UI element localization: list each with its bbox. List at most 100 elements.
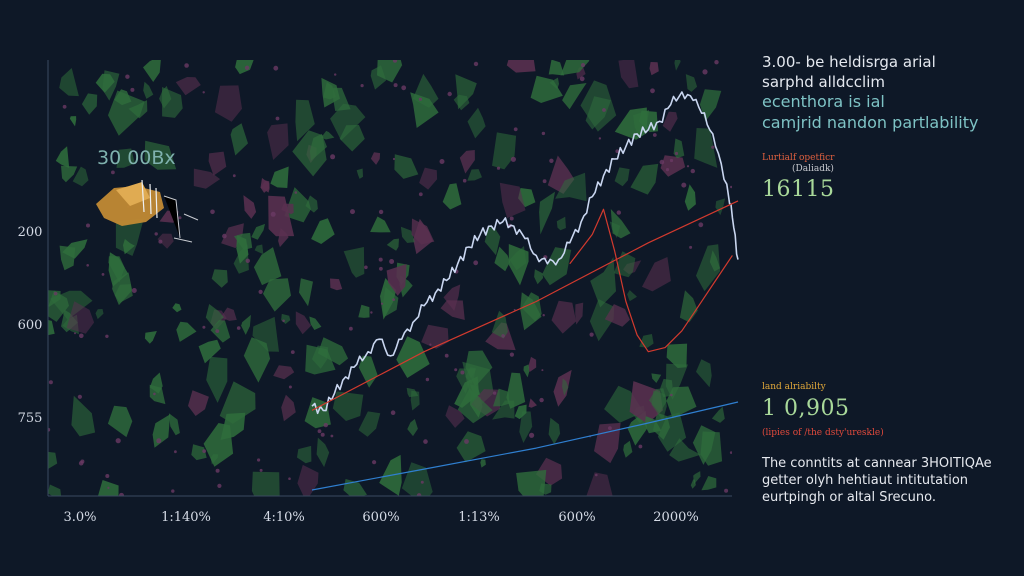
camo-dot [589,332,594,337]
camo-dot [270,211,276,217]
camo-dot [131,288,137,293]
camo-blot [401,462,433,496]
camo-blot [394,154,419,179]
camo-blot [410,92,439,128]
y-tick-label: 755 [18,411,43,426]
camo-blot [715,198,726,216]
camo-blot [48,451,58,469]
camo-blot [630,163,659,195]
camo-dot [730,185,732,189]
camo-blot [114,89,132,106]
camo-blot [356,168,363,179]
camo-dot [447,91,452,97]
footnote-text: The conntits at cannear 3HOITIQAe getter… [762,455,1007,506]
camo-blot [679,290,698,323]
camo-dot [350,209,355,215]
camo-blot [281,313,291,324]
camo-dot [541,131,546,136]
camo-blot [442,183,462,210]
camo-dot [509,352,514,357]
camo-dot [418,192,423,197]
camo-blot [143,60,161,82]
camo-dot [670,393,673,397]
camo-dot [232,174,236,178]
camo-dot [119,492,124,496]
camo-dot [379,266,383,271]
camo-blot [484,227,501,256]
x-tick-label: 600% [558,510,595,525]
camo-dot [579,76,585,82]
camo-dot [686,165,690,168]
camo-blot [243,195,257,219]
header-line-1: 3.00- be heldisrga arial [762,53,936,71]
camo-blot [560,60,590,76]
stat1-value: 16115 [762,177,835,202]
camo-dot [638,444,643,449]
camo-blot [528,356,537,372]
camo-blot [669,438,701,462]
y-tick-labels: 200 600 755 [18,225,43,426]
x-tick-label: 3.0% [63,510,96,525]
camo-blot [694,128,718,168]
camo-blot [642,257,671,292]
camo-blot [292,130,327,177]
camo-blot [445,405,465,428]
camo-blot [251,223,265,240]
camo-blot [214,85,242,122]
camo-dot [275,116,280,121]
x-tick-label: 600% [362,510,399,525]
stat1-sublabel: (Daliadk) [792,164,834,174]
chart-series [311,91,739,491]
camo-dot [473,260,479,266]
camo-dot [330,154,336,160]
camo-dot [401,85,407,91]
gold-ship-figure [96,179,199,243]
camo-dot [595,473,598,477]
camo-blot [267,123,289,160]
camo-blot [59,68,79,97]
camo-dot [659,159,665,165]
x-tick-labels: 3.0% 1:140% 4:10% 600% 1:13% 600% 2000% [63,510,698,525]
camo-dot [79,333,84,339]
camo-blot [116,148,135,168]
camo-blot [370,216,391,233]
camo-dot [154,232,158,236]
camo-blot [649,62,659,76]
camo-blot [330,103,366,141]
camo-blot [465,350,493,387]
camo-dot [236,326,241,330]
camo-dot [156,438,162,444]
camo-dot [378,209,384,215]
camo-blot [343,247,365,278]
camo-blot [59,245,76,271]
camo-blot [696,359,712,388]
camo-blot [358,411,381,437]
camo-dot [317,429,322,434]
camo-blot [666,343,688,368]
camo-dot [323,422,328,428]
camo-blot [520,292,542,331]
camo-dot [580,63,586,68]
camo-blot [556,216,566,231]
camo-dot [429,343,432,346]
camo-dot [202,325,206,329]
camo-blot [456,431,486,463]
camo-blot [205,304,224,328]
y-tick-label: 200 [18,225,43,240]
camo-blot [260,180,270,193]
header-title: 3.00- be heldisrga arial sarphd alldccli… [762,52,936,92]
camo-dot [702,69,708,75]
camo-blot [234,232,253,250]
camo-blot [411,218,435,245]
camo-blot [674,60,681,71]
camo-blot [281,394,296,422]
camo-dot [105,334,109,338]
x-tick-label: 1:140% [161,510,211,525]
camo-dot [245,258,250,263]
camo-blot [644,416,662,434]
camo-blot [211,269,228,288]
camo-blot [709,250,721,272]
camouflage-background [48,60,732,496]
camo-blot [311,218,335,244]
camo-blot [400,226,415,243]
